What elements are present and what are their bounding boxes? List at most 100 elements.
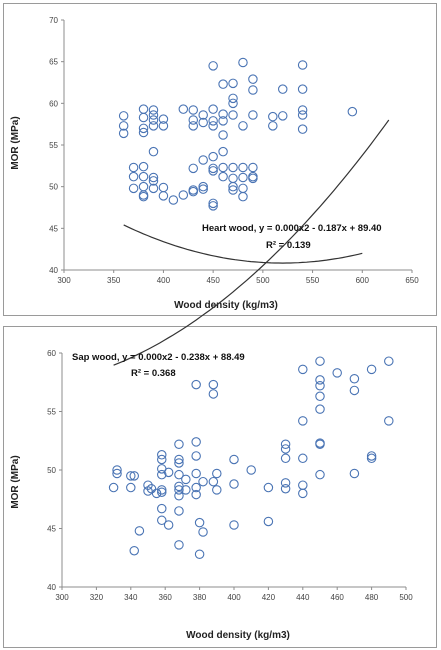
y-tick-label: 45 — [47, 525, 56, 534]
sap-wood-chart: 300 320 340 360 380 400 420 440 460 480 500 40 45 50 5… — [10, 119, 413, 641]
data-point — [277, 111, 288, 121]
data-point — [228, 93, 238, 104]
data-point — [163, 467, 174, 478]
data-point — [188, 115, 199, 125]
data-point — [188, 186, 199, 197]
chart-panel-sap-wood: 300 320 340 360 380 400 420 440 460 480 500 40 45 50 5… — [3, 119, 437, 648]
r-squared-label: R² = 0.139 — [266, 240, 311, 251]
data-point — [297, 105, 308, 115]
data-point — [158, 191, 169, 201]
y-axis-title: MOR (MPa) — [10, 116, 21, 169]
data-point — [198, 155, 208, 165]
data-point — [349, 373, 360, 384]
data-point — [191, 489, 201, 500]
data-point — [218, 162, 228, 173]
data-point — [218, 79, 228, 89]
data-point — [138, 161, 149, 172]
x-tick-label: 600 — [356, 276, 370, 285]
data-point — [181, 485, 191, 495]
data-point — [129, 545, 139, 556]
data-point — [229, 479, 239, 489]
data-point — [198, 181, 208, 192]
data-point — [138, 104, 149, 114]
data-point — [198, 476, 208, 487]
data-point — [158, 182, 169, 193]
data-point — [238, 57, 248, 68]
data-point — [174, 439, 184, 450]
data-point — [148, 176, 159, 186]
data-point — [263, 482, 274, 493]
data-point — [366, 364, 377, 375]
data-point — [208, 476, 219, 487]
data-point — [228, 78, 238, 89]
data-point — [268, 111, 278, 122]
trendline — [113, 119, 390, 366]
data-point — [238, 162, 248, 173]
y-tick-label: 70 — [49, 16, 58, 25]
data-point — [126, 482, 136, 493]
data-point — [174, 540, 184, 550]
data-point — [151, 488, 162, 499]
data-point — [112, 468, 122, 479]
data-point — [157, 503, 167, 514]
data-point — [208, 389, 219, 399]
data-point — [228, 110, 238, 120]
x-tick-label: 300 — [57, 276, 71, 285]
data-point — [178, 104, 189, 114]
data-point — [118, 121, 129, 131]
data-point — [315, 375, 325, 385]
data-point — [157, 487, 167, 497]
data-point — [138, 181, 149, 192]
data-point — [315, 404, 325, 414]
y-tick-label: 65 — [49, 58, 58, 67]
data-point — [298, 480, 308, 490]
data-point — [238, 121, 248, 131]
data-point — [118, 128, 129, 139]
data-point — [157, 469, 167, 480]
y-tick-label: 50 — [49, 183, 58, 192]
x-tick-label: 500 — [256, 276, 270, 285]
data-point — [248, 74, 258, 84]
data-point — [332, 368, 342, 378]
data-point — [280, 439, 291, 450]
x-axis-title: Wood density (kg/m3) — [186, 630, 290, 641]
data-point — [208, 163, 218, 174]
data-point — [208, 166, 218, 176]
y-axis-title: MOR (MPa) — [10, 455, 21, 508]
data-point — [208, 201, 218, 211]
data-point — [297, 110, 308, 120]
data-point — [315, 439, 325, 450]
data-point — [218, 146, 228, 157]
data-point — [208, 198, 218, 209]
data-point — [181, 474, 191, 485]
data-point — [174, 490, 184, 501]
data-point — [157, 485, 167, 495]
x-tick-label: 360 — [159, 593, 173, 602]
x-tick-label: 420 — [262, 593, 276, 602]
data-point — [129, 471, 139, 481]
data-point — [218, 116, 228, 126]
data-point — [191, 379, 201, 390]
data-point — [228, 185, 238, 195]
heart-wood-chart: 300 350 400 450 500 550 600 650 40 45 50 55 60 65 70 W… — [10, 16, 419, 311]
data-point — [108, 482, 119, 493]
data-point — [198, 527, 208, 537]
x-tick-label: 400 — [157, 276, 171, 285]
data-point — [208, 116, 218, 126]
data-point — [138, 171, 149, 182]
data-point — [188, 121, 199, 131]
data-point — [191, 437, 201, 447]
data-point — [163, 520, 174, 530]
data-point — [148, 110, 159, 120]
data-point — [366, 451, 377, 461]
x-tick-label: 400 — [227, 593, 241, 602]
data-point — [191, 482, 201, 493]
data-point — [238, 191, 248, 202]
x-tick-label: 650 — [405, 276, 419, 285]
data-point — [212, 485, 222, 495]
data-point — [298, 453, 308, 464]
y-tick-label: 45 — [49, 224, 58, 233]
data-point — [138, 123, 149, 134]
data-point — [248, 173, 258, 184]
data-point — [148, 146, 159, 157]
